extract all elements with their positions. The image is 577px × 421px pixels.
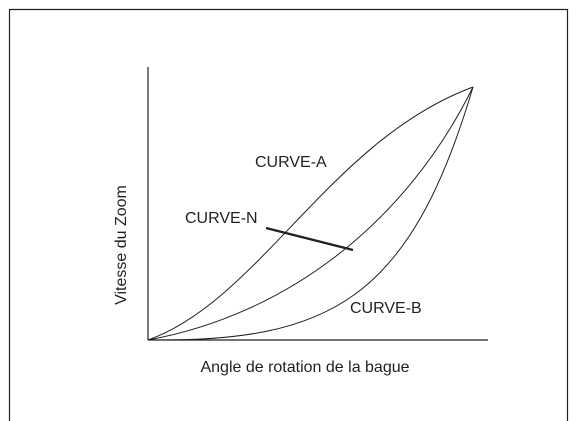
curve-label: CURVE-B [350, 300, 422, 317]
y-axis-label: Vitesse du Zoom [113, 185, 130, 305]
leader-line [265, 226, 354, 252]
curve-n [147, 86, 474, 341]
curve-label: CURVE-N [185, 210, 258, 227]
curve-label: CURVE-A [255, 154, 327, 171]
curve-b [147, 86, 474, 341]
x-axis-label: Angle de rotation de la bague [200, 359, 409, 376]
curve-a [147, 86, 474, 341]
frame [8, 8, 569, 421]
